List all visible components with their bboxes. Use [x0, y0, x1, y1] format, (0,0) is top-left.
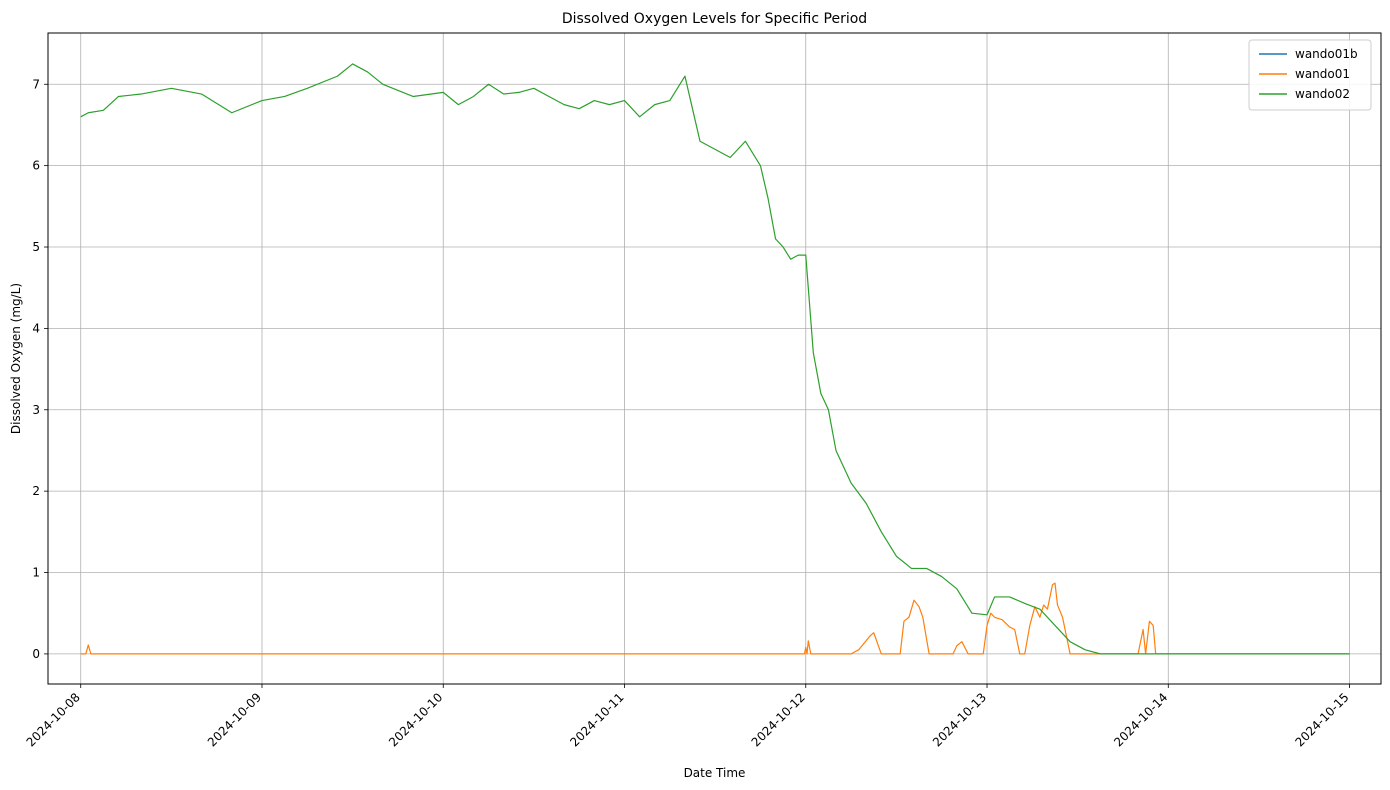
legend: wando01b wando01 wando02: [1248, 39, 1372, 111]
series-lines: [80, 63, 1350, 655]
y-tick-label: 7: [32, 77, 40, 91]
y-tick-label: 6: [32, 159, 40, 173]
y-tick-label: 2: [32, 484, 40, 498]
legend-box: [1248, 39, 1372, 111]
legend-label: wando01: [1295, 67, 1350, 81]
y-tick-label: 0: [32, 647, 40, 661]
chart-title: Dissolved Oxygen Levels for Specific Per…: [562, 11, 867, 27]
legend-label: wando01b: [1295, 47, 1358, 61]
y-tick-label: 1: [32, 566, 40, 580]
y-tick-label: 3: [32, 403, 40, 417]
series-line-wando02: [80, 63, 1350, 655]
y-axis-label: Dissolved Oxygen (mg/L): [9, 283, 23, 434]
grid: [48, 33, 1381, 684]
y-tick-label: 5: [32, 240, 40, 254]
x-axis-label: Date Time: [684, 766, 746, 780]
plot-frame: [47, 32, 1382, 685]
y-tick-label: 4: [32, 321, 40, 335]
series-line-wando01: [80, 582, 1350, 655]
legend-label: wando02: [1295, 87, 1350, 101]
